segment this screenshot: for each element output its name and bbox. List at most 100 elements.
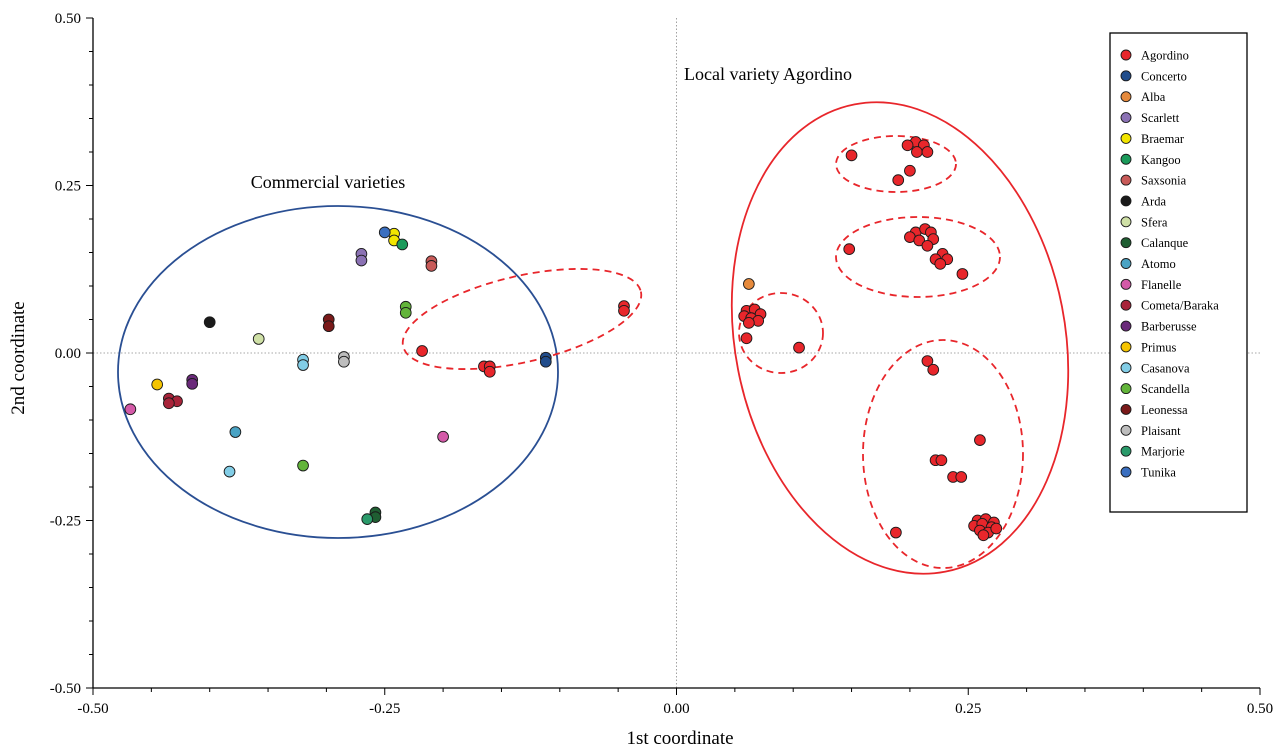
- point-agordino: [913, 234, 926, 247]
- point-casanova: [297, 359, 309, 371]
- point-sfera: [252, 333, 265, 345]
- point-agordino: [793, 341, 805, 354]
- legend-label-flanelle: Flanelle: [1141, 278, 1182, 292]
- x-tick-label: 0.50: [1247, 701, 1273, 717]
- legend-label-casanova: Casanova: [1141, 361, 1190, 375]
- legend-marker-sfera: [1120, 216, 1132, 228]
- y-tick-label: 0.25: [55, 179, 81, 195]
- point-agordino: [843, 243, 856, 256]
- point-agordino: [901, 139, 914, 152]
- y-tick-label: 0.50: [55, 11, 81, 27]
- point-concerto: [539, 355, 552, 368]
- point-leonessa: [322, 320, 335, 333]
- commercial-varieties-ellipse: [117, 205, 559, 539]
- legend-label-concerto: Concerto: [1141, 69, 1187, 83]
- legend-marker-tunika: [1120, 466, 1132, 478]
- legend-label-marjorie: Marjorie: [1141, 445, 1185, 459]
- x-axis-title: 1st coordinate: [626, 728, 733, 749]
- point-scandella: [297, 459, 309, 472]
- point-agordino: [955, 471, 968, 483]
- point-agordino: [974, 434, 986, 446]
- legend-marker-casanova: [1120, 362, 1132, 374]
- legend-label-sfera: Sfera: [1141, 215, 1168, 229]
- point-cometa-baraka: [163, 397, 175, 410]
- legend-label-arda: Arda: [1141, 194, 1166, 208]
- point-agordino: [845, 149, 858, 162]
- x-tick-label: 0.00: [663, 701, 689, 717]
- point-agordino: [892, 174, 905, 186]
- legend-marker-atomo: [1120, 258, 1132, 269]
- y-tick-label: -0.25: [50, 514, 81, 530]
- legend-marker-alba: [1120, 91, 1132, 103]
- legend-marker-concerto: [1120, 70, 1132, 82]
- x-tick-label: 0.25: [955, 701, 981, 717]
- legend-label-atomo: Atomo: [1141, 257, 1176, 271]
- point-agordino: [911, 146, 923, 158]
- point-agordino: [990, 522, 1003, 535]
- point-arda: [203, 316, 216, 329]
- point-agordino: [956, 268, 969, 280]
- y-axis-title: 2nd coordinate: [8, 301, 29, 414]
- legend-label-alba: Alba: [1141, 90, 1166, 104]
- point-barberusse: [186, 377, 199, 390]
- chart-text: 1st coordinate 2nd coordinate Commercial…: [8, 64, 852, 749]
- point-agordino: [921, 355, 934, 367]
- agordino-subgroup-ellipse-5: [862, 339, 1024, 569]
- agordino-subgroup-ellipse-2: [835, 135, 957, 193]
- point-scarlett: [355, 254, 368, 267]
- point-saxsonia: [425, 260, 438, 272]
- annotation-commercial-varieties: Commercial varieties: [251, 172, 405, 192]
- legend-marker-kangoo: [1120, 153, 1132, 165]
- legend-marker-marjorie: [1120, 445, 1132, 457]
- legend-marker-calanque: [1120, 237, 1132, 249]
- legend-label-tunika: Tunika: [1141, 466, 1176, 480]
- legend-marker-plaisant: [1120, 424, 1132, 436]
- annotation-local-variety-agordino: Local variety Agordino: [684, 64, 852, 84]
- legend-marker-agordino: [1120, 49, 1132, 61]
- point-agordino: [927, 363, 940, 376]
- zero-reference-lines: [93, 18, 1260, 688]
- legend-label-scandella: Scandella: [1141, 382, 1190, 396]
- legend-label-saxsonia: Saxsonia: [1141, 174, 1187, 188]
- point-agordino: [921, 239, 934, 252]
- legend: Agordino Concerto Alba Scarlett Braemar Kango…: [1109, 32, 1248, 513]
- point-primus: [151, 378, 164, 391]
- legend-marker-barberusse: [1120, 320, 1132, 332]
- agordino-subgroup-ellipse-4: [738, 292, 824, 374]
- legend-label-plaisant: Plaisant: [1141, 424, 1181, 438]
- data-points: [124, 136, 1003, 542]
- axes: -0.50 -0.25 0.00 0.25 0.50 0.50 0.25 0.00 -0.25 -…: [50, 11, 1273, 717]
- agordino-ellipse: [730, 101, 1070, 575]
- agordino-subgroup-ellipse-3: [835, 216, 1001, 298]
- point-plaisant: [338, 355, 350, 368]
- point-scandella: [399, 306, 412, 319]
- legend-label-scarlett: Scarlett: [1141, 111, 1180, 125]
- point-agordino: [977, 529, 990, 542]
- point-atomo: [229, 426, 242, 438]
- point-flanelle: [437, 430, 449, 443]
- point-agordino: [934, 258, 947, 270]
- agordino-subgroup-ellipse-1: [401, 268, 643, 370]
- point-marjorie: [361, 513, 374, 526]
- legend-marker-saxsonia: [1120, 174, 1132, 186]
- legend-label-cometa-baraka: Cometa/Baraka: [1141, 299, 1219, 313]
- group-ellipses: [117, 101, 1070, 575]
- point-alba: [743, 278, 755, 290]
- point-agordino: [890, 526, 902, 539]
- y-tick-label: -0.50: [50, 681, 81, 697]
- point-casanova: [223, 465, 236, 478]
- legend-label-kangoo: Kangoo: [1141, 153, 1181, 167]
- point-kangoo: [396, 238, 409, 251]
- x-tick-label: -0.50: [77, 701, 108, 717]
- legend-label-barberusse: Barberusse: [1141, 320, 1197, 334]
- legend-label-agordino: Agordino: [1141, 49, 1189, 63]
- point-agordino: [921, 146, 934, 158]
- point-agordino: [904, 164, 916, 177]
- x-tick-label: -0.25: [369, 701, 400, 717]
- point-tunika: [378, 226, 391, 239]
- legend-marker-braemar: [1120, 132, 1132, 144]
- point-agordino: [743, 317, 755, 329]
- point-agordino: [935, 454, 948, 467]
- legend-box: [1109, 32, 1248, 513]
